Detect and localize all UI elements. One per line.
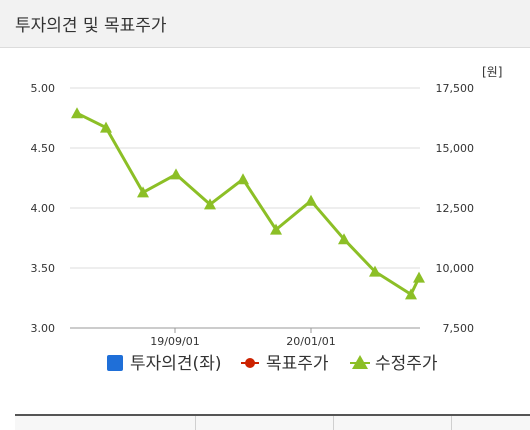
legend-label[interactable]: 목표주가 bbox=[266, 354, 329, 374]
left-tick-label: 4.50 bbox=[31, 142, 56, 155]
x-tick-label: 19/09/01 bbox=[150, 335, 199, 348]
data-point[interactable] bbox=[413, 271, 425, 283]
price-chart: 5.00 4.50 4.00 3.50 3.00 17,500 15,000 12,500 1… bbox=[0, 48, 530, 388]
table-divider bbox=[333, 416, 334, 430]
legend-marker bbox=[245, 358, 255, 368]
data-point[interactable] bbox=[100, 121, 112, 133]
data-point[interactable] bbox=[71, 107, 83, 119]
left-axis-ticks: 5.00 4.50 4.00 3.50 3.00 bbox=[31, 82, 56, 335]
right-axis-ticks: 17,500 15,000 12,500 10,000 7,500 bbox=[436, 82, 475, 335]
left-tick-label: 5.00 bbox=[31, 82, 56, 95]
legend[interactable]: 투자의견(좌) 목표주가 수정주가 bbox=[107, 354, 438, 374]
left-tick-label: 3.00 bbox=[31, 322, 56, 335]
data-point[interactable] bbox=[170, 168, 182, 180]
right-axis-unit: [원] bbox=[482, 65, 502, 79]
data-point[interactable] bbox=[270, 223, 282, 235]
right-tick-label: 12,500 bbox=[436, 202, 475, 215]
x-axis-ticks: 19/09/01 20/01/01 bbox=[150, 328, 336, 348]
x-tick-label: 20/01/01 bbox=[286, 335, 335, 348]
legend-label[interactable]: 수정주가 bbox=[375, 354, 438, 374]
data-point[interactable] bbox=[237, 173, 249, 185]
right-tick-label: 17,500 bbox=[436, 82, 475, 95]
table-divider bbox=[195, 416, 196, 430]
data-point[interactable] bbox=[405, 288, 417, 300]
left-tick-label: 3.50 bbox=[31, 262, 56, 275]
legend-marker bbox=[352, 355, 368, 369]
series-line bbox=[76, 111, 421, 296]
data-point[interactable] bbox=[369, 265, 381, 277]
data-point[interactable] bbox=[338, 233, 350, 245]
data-point[interactable] bbox=[137, 186, 149, 198]
right-tick-label: 7,500 bbox=[443, 322, 475, 335]
data-point[interactable] bbox=[305, 194, 317, 206]
right-tick-label: 15,000 bbox=[436, 142, 475, 155]
table-divider bbox=[451, 416, 452, 430]
legend-marker bbox=[107, 355, 123, 371]
grid-lines bbox=[70, 87, 420, 329]
panel-title: 투자의견 및 목표주가 bbox=[15, 16, 167, 36]
right-tick-label: 10,000 bbox=[436, 262, 475, 275]
table-header-bar bbox=[15, 414, 530, 430]
chart-svg: 5.004.504.003.503.00 17,50015,00012,5001… bbox=[31, 65, 503, 374]
legend-label[interactable]: 투자의견(좌) bbox=[130, 354, 221, 374]
data-point[interactable] bbox=[204, 198, 216, 210]
panel-header: 투자의견 및 목표주가 bbox=[0, 0, 530, 48]
left-tick-label: 4.00 bbox=[31, 202, 56, 215]
series-layer bbox=[71, 107, 425, 300]
